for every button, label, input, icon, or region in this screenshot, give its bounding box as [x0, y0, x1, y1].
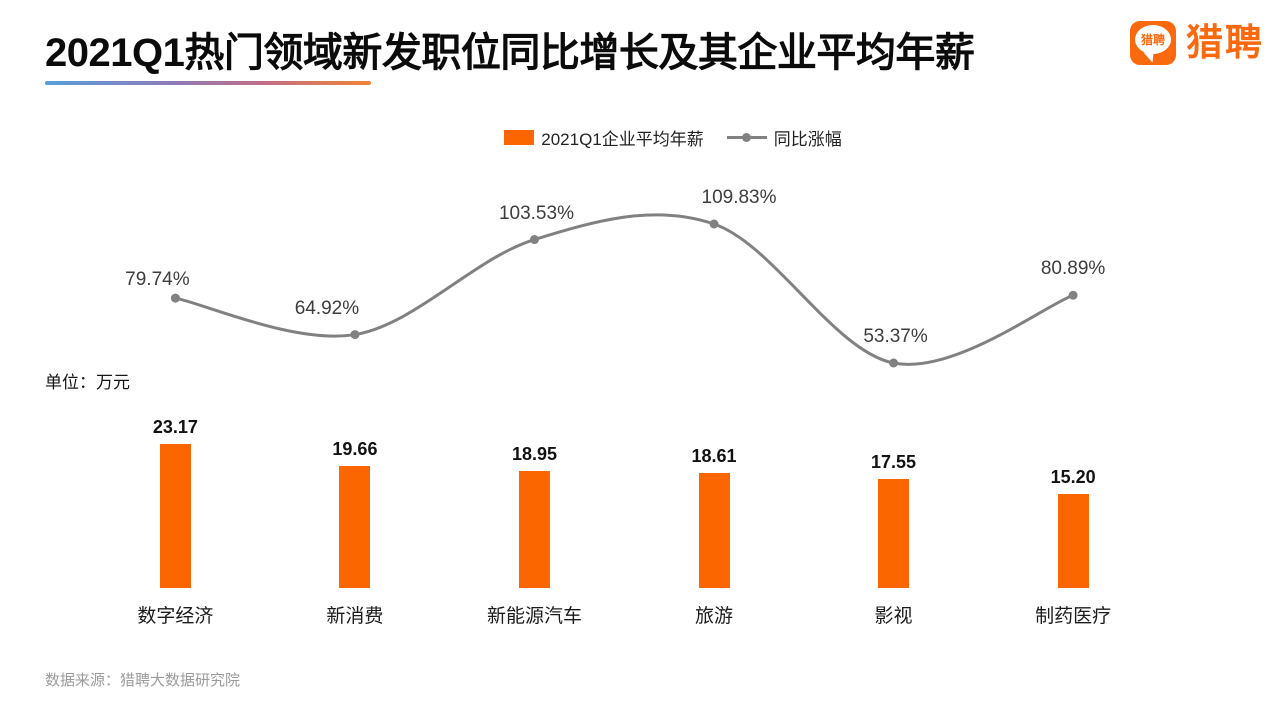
bar-value-label: 15.20: [1050, 466, 1096, 487]
liepin-logo: 猎聘 猎聘: [1130, 21, 1264, 65]
salary-bar: [159, 444, 191, 588]
bar-value-label: 17.55: [871, 452, 917, 473]
speech-bubble-icon: 猎聘: [1135, 25, 1171, 54]
line-point-marker: [350, 330, 360, 340]
legend-label-salary: 2021Q1企业平均年薪: [541, 130, 704, 149]
line-point-marker: [170, 293, 180, 303]
line-series-swatch: [726, 133, 767, 142]
category-label: 制药医疗: [1035, 606, 1112, 627]
data-source: 数据来源：猎聘大数据研究院: [45, 672, 241, 689]
line-point-label: 64.92%: [294, 297, 360, 319]
line-point-label: 109.83%: [701, 187, 777, 208]
salary-bar: [518, 470, 550, 588]
liepin-logo-icon: 猎聘: [1130, 21, 1176, 65]
salary-bar: [878, 479, 910, 588]
page-title: 2021Q1热门领域新发职位同比增长及其企业平均年薪: [45, 31, 975, 75]
category-label: 新能源汽车: [486, 606, 582, 627]
speech-bubble-tail-icon: [1142, 52, 1154, 63]
line-series-dot-icon: [742, 133, 752, 142]
line-point-marker: [1068, 290, 1078, 300]
line-point-marker: [529, 235, 539, 245]
line-point-marker: [889, 358, 899, 368]
bar-value-label: 18.61: [691, 445, 737, 466]
bar-value-label: 23.17: [152, 417, 198, 438]
category-label: 新消费: [326, 606, 384, 627]
salary-bar: [1057, 493, 1089, 588]
bar-value-label: 18.95: [511, 443, 557, 464]
category-label: 数字经济: [137, 606, 214, 627]
bar-series-swatch: [504, 130, 535, 145]
category-label: 影视: [874, 606, 913, 627]
chart-legend: 2021Q1企业平均年薪 同比涨幅: [33, 125, 1280, 150]
logo-badge-text: 猎聘: [1140, 33, 1165, 47]
category-label: 旅游: [695, 606, 734, 627]
salary-bar: [698, 472, 730, 588]
unit-label: 单位：万元: [45, 373, 130, 392]
title-underline: [45, 81, 371, 85]
legend-label-yoy: 同比涨幅: [773, 130, 842, 149]
line-point-marker: [709, 219, 719, 229]
line-point-label: 79.74%: [125, 269, 190, 291]
line-point-label: 80.89%: [1040, 258, 1106, 280]
salary-bar: [339, 466, 371, 588]
liepin-logo-text: 猎聘: [1186, 22, 1264, 63]
line-point-label: 103.53%: [498, 202, 574, 224]
line-point-label: 53.37%: [863, 326, 928, 347]
bar-value-label: 19.66: [332, 439, 378, 460]
